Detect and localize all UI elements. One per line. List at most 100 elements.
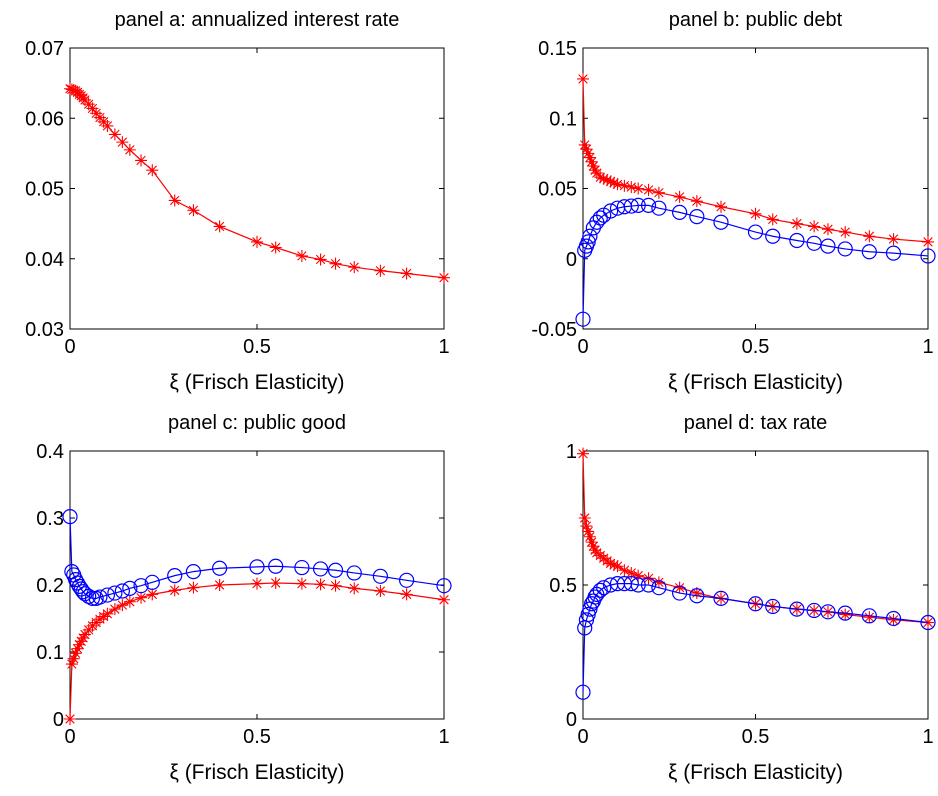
panel-a-ytick-label: 0.05 xyxy=(25,179,64,201)
panel-c-series-0-point xyxy=(135,591,148,604)
panel-d-xtick-label: 0 xyxy=(577,726,588,748)
panel-d-series-0-point xyxy=(652,576,665,589)
panel-d-series-0-point xyxy=(673,581,686,594)
panel-c-series-0-point xyxy=(73,638,86,651)
panel-b-series-1-line xyxy=(582,204,929,320)
panel-a-series-0-point xyxy=(123,143,136,156)
panel-a-ytick-label: 0.07 xyxy=(25,38,64,60)
panel-d-series-1-point xyxy=(789,601,805,617)
panel-a-series-0-point xyxy=(101,119,114,132)
panel-c-series-0-point xyxy=(65,658,78,671)
panel-a-series-0-point xyxy=(438,271,450,284)
panel-a-series-0-point xyxy=(251,235,263,248)
panel-c-series-1-point xyxy=(268,558,284,574)
panel-d-series-1-point xyxy=(596,580,612,596)
panel-a-axes-frame xyxy=(69,47,445,330)
panel-b-series-0-point xyxy=(601,174,614,187)
panel-a-xtick-label: 0 xyxy=(64,336,75,358)
panel-c-series-0-point xyxy=(97,610,110,623)
panel-c-series-0-point xyxy=(295,577,308,590)
panel-a-series-0-point xyxy=(329,257,342,270)
panel-c-series-1-point xyxy=(77,586,93,602)
panel-c-series-1-point xyxy=(185,563,202,580)
panel-a-series-0-point xyxy=(269,241,282,254)
panel-c-series-0-point xyxy=(77,631,90,644)
panel-d-series-0-point xyxy=(580,520,593,533)
panel-a-series-0-line xyxy=(69,88,445,279)
panel-d-series-1-point xyxy=(713,590,729,607)
panel-c-series-1-point xyxy=(294,559,310,576)
panel-d-series-0-point xyxy=(604,557,617,570)
panel-a-series-0-point xyxy=(168,194,181,207)
panel-b-series-0-point xyxy=(589,164,602,177)
panel-c-series-0-point xyxy=(251,577,263,590)
panel-b-series-0-point xyxy=(618,179,631,192)
panel-d-series-1-point xyxy=(820,604,836,620)
panel-c-series-0-point xyxy=(93,613,106,626)
panel-a-ytick-label: 0.03 xyxy=(25,319,64,341)
panel-a-series-0-point xyxy=(108,128,121,141)
panel-b-series-0-point xyxy=(578,138,591,151)
panel-d-series-1-point xyxy=(765,598,781,615)
panel-c-ytick-label: 0.1 xyxy=(36,642,64,664)
panel-a-series-0-point xyxy=(135,154,148,167)
panel-a-series-0-point xyxy=(187,204,200,217)
panel-b-series-0-point xyxy=(594,171,607,184)
panel-b-series-0-point xyxy=(766,213,779,226)
panel-c-series-1-point xyxy=(312,561,329,577)
panel-d-series-0-point xyxy=(578,512,591,524)
panel-d-series-0-point xyxy=(632,569,645,582)
panel-b-ytick-label: 0 xyxy=(566,249,577,271)
panel-d-series-1-point xyxy=(689,588,705,604)
panel-c-ytick-label: 0.2 xyxy=(36,575,64,597)
panel-c-series-0-point xyxy=(69,647,82,660)
panel-b-series-1-point xyxy=(592,210,608,226)
panel-c-series-0-point xyxy=(78,628,91,641)
panel-b-series-0-point xyxy=(749,207,762,220)
panel-b-series-0-point xyxy=(690,195,703,208)
panel-d-series-1-point xyxy=(623,576,639,592)
panel-a-series-0-point xyxy=(348,261,361,274)
panel-d-series-0-point xyxy=(582,525,595,538)
panel-b-series-1-point xyxy=(575,311,591,327)
panel-b-series-0-point xyxy=(632,182,645,195)
panel-d-series-0-point xyxy=(611,560,624,573)
panel-c-series-1-point xyxy=(399,572,415,588)
panel-b-xtick-label: 1 xyxy=(922,336,933,358)
panel-c-series-1-point xyxy=(249,559,265,575)
panel-c-series-0-point xyxy=(314,578,327,591)
panel-c-title: panel c: public good xyxy=(168,412,346,434)
panel-a-series-0-point xyxy=(146,164,159,177)
panel-c-series-1-point xyxy=(212,560,228,576)
panel-b-series-0-point xyxy=(652,186,665,199)
panel-c-series-0-point xyxy=(348,582,361,595)
panel-a-title: panel a: annualized interest rate xyxy=(115,9,400,31)
panel-b-series-1-point xyxy=(820,238,836,254)
panel-b-xtick-label: 0.5 xyxy=(742,336,770,358)
panel-b-series-0-point xyxy=(642,183,655,196)
panel-b-xtick-label: 0 xyxy=(577,336,588,358)
panel-b-series-1-point xyxy=(885,245,902,261)
panel-b-series-0-point xyxy=(808,220,821,233)
panel-b-series-1-point xyxy=(640,197,657,213)
panel-c-series-0-point xyxy=(213,579,226,591)
panel-d-series-0-point xyxy=(690,587,703,600)
panel-b-series-1-point xyxy=(747,224,764,240)
panel-d-series-1-point xyxy=(837,605,853,621)
panel-c-series-1-point xyxy=(107,585,123,601)
panel-c-series-0-point xyxy=(101,607,114,620)
panel-b-series-1-point xyxy=(765,228,781,244)
panel-c-xlabel: ξ (Frisch Elasticity) xyxy=(169,761,344,784)
panel-a-xlabel: ξ (Frisch Elasticity) xyxy=(169,371,344,394)
panel-d-ytick-label: 0.5 xyxy=(549,575,577,597)
panel-d-series-1-point xyxy=(640,577,657,593)
panel-a-series-0-point xyxy=(86,102,99,115)
panel-c-series-0-point xyxy=(374,585,387,598)
panel-b-series-0-point xyxy=(922,235,934,248)
panel-c-series-0-point xyxy=(67,652,80,665)
panel-a: panel a: annualized interest rate 0 0.5 1 0.… xyxy=(25,9,450,394)
panel-b-series-0-point xyxy=(863,230,876,243)
panel-d-ytick-label: 0 xyxy=(566,709,577,731)
panel-b-series-1-point xyxy=(671,204,688,220)
